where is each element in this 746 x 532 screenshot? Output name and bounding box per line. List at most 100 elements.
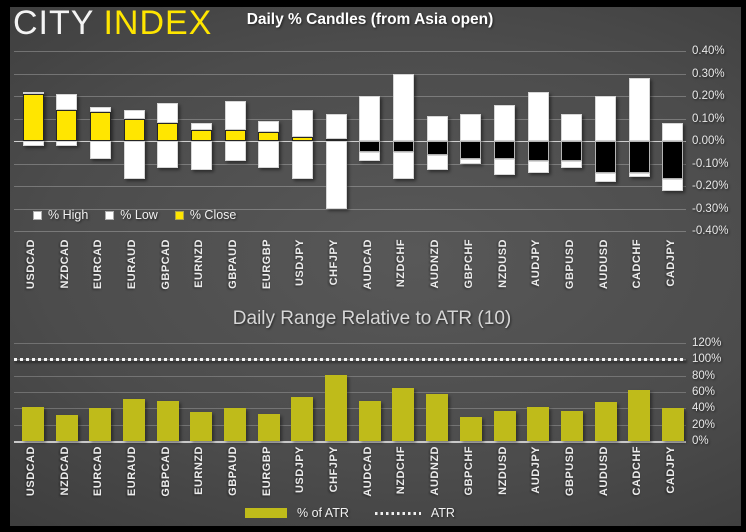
frame-border-left bbox=[0, 0, 10, 532]
y-axis-label: 0.20% bbox=[692, 90, 725, 102]
x-label-GBPUSD: GBPUSD bbox=[563, 446, 576, 497]
x-label-EURAUD: EURAUD bbox=[126, 446, 139, 497]
x-label-EURNZD: EURNZD bbox=[193, 446, 206, 495]
gridline bbox=[14, 408, 686, 410]
atr-bar-swatch bbox=[245, 508, 288, 518]
atr-bar-GBPCAD bbox=[156, 400, 179, 441]
y-axis-label: 80% bbox=[692, 369, 716, 382]
candle-high-USDJPY bbox=[291, 109, 313, 137]
atr-bar-GBPCHF bbox=[459, 416, 482, 441]
legend-label-low: % Low bbox=[120, 208, 158, 222]
legend-item-close: % Close bbox=[174, 208, 236, 222]
atr-bar-AUDUSD bbox=[594, 401, 617, 441]
candle-high-CADJPY bbox=[662, 123, 684, 141]
candle-close-GBPAUD bbox=[224, 129, 246, 141]
candle-close-AUDNZD bbox=[426, 141, 448, 155]
frame-border-right bbox=[741, 0, 746, 532]
atr-chart-legend: % of ATR ATR bbox=[14, 506, 686, 520]
atr-bar-USDJPY bbox=[291, 396, 314, 441]
candle-low-CADCHF bbox=[628, 172, 650, 177]
atr-bar-CADJPY bbox=[661, 407, 684, 441]
y-axis-label: 0.00% bbox=[692, 135, 725, 147]
legend-label-pct-of-atr: % of ATR bbox=[297, 506, 349, 520]
gridline bbox=[14, 51, 686, 52]
candle-close-GBPCHF bbox=[460, 141, 482, 159]
candle-high-NZDCAD bbox=[56, 93, 78, 110]
x-label-AUDCAD: AUDCAD bbox=[361, 446, 374, 497]
x-label-NZDCHF: NZDCHF bbox=[395, 446, 408, 495]
candle-high-GBPCAD bbox=[157, 102, 179, 123]
candle-low-AUDUSD bbox=[595, 172, 617, 182]
atr-bar-AUDJPY bbox=[527, 406, 550, 441]
frame-border-bottom bbox=[0, 526, 746, 532]
brand-logo-index: INDEX bbox=[103, 4, 213, 42]
close-swatch bbox=[174, 210, 184, 220]
candle-high-GBPAUD bbox=[224, 100, 246, 130]
gridline bbox=[14, 231, 686, 232]
candle-low-USDCAD bbox=[22, 141, 44, 146]
frame-border-top bbox=[0, 0, 746, 7]
gridline bbox=[14, 375, 686, 377]
x-label-EURGBP: EURGBP bbox=[260, 446, 273, 497]
candle-close-CADJPY bbox=[662, 141, 684, 180]
y-axis-label: -0.10% bbox=[692, 157, 729, 170]
x-label-AUDNZD: AUDNZD bbox=[429, 446, 442, 496]
candle-low-AUDNZD bbox=[426, 154, 448, 171]
gridline bbox=[14, 186, 686, 187]
x-label-CADCHF: CADCHF bbox=[631, 446, 644, 496]
candle-close-AUDJPY bbox=[527, 141, 549, 162]
gridline bbox=[14, 118, 686, 120]
candle-close-GBPCAD bbox=[157, 123, 179, 141]
legend-item-low: % Low bbox=[105, 208, 158, 222]
atr-bar-CADCHF bbox=[628, 390, 651, 441]
y-axis-label: 0.10% bbox=[692, 112, 725, 125]
candle-low-NZDCHF bbox=[392, 152, 414, 180]
y-axis-label: -0.30% bbox=[692, 202, 729, 215]
atr-bar-AUDCAD bbox=[358, 400, 381, 441]
x-label-GBPCAD: GBPCAD bbox=[159, 446, 172, 497]
candle-close-NZDUSD bbox=[494, 141, 516, 159]
candle-close-EURNZD bbox=[190, 129, 212, 141]
brand-logo-city: CITY bbox=[13, 4, 95, 42]
candle-close-USDCAD bbox=[22, 93, 44, 141]
x-label-NZDUSD: NZDUSD bbox=[496, 446, 509, 495]
gridline bbox=[14, 424, 686, 426]
candle-high-AUDCAD bbox=[359, 96, 381, 141]
candle-high-NZDUSD bbox=[494, 105, 516, 141]
candle-close-NZDCHF bbox=[392, 141, 414, 153]
gridline bbox=[14, 441, 686, 443]
candle-low-GBPCHF bbox=[460, 159, 482, 164]
candle-low-EURGBP bbox=[258, 141, 280, 168]
candle-chart-legend: % High % Low % Close bbox=[33, 208, 236, 222]
candle-close-EURAUD bbox=[123, 118, 145, 141]
candle-close-NZDCAD bbox=[56, 109, 78, 141]
x-label-CADJPY: CADJPY bbox=[664, 446, 677, 494]
y-axis-label: 0.40% bbox=[692, 45, 725, 57]
candle-close-EURCAD bbox=[89, 111, 111, 141]
x-label-GBPAUD: GBPAUD bbox=[227, 446, 240, 496]
candle-high-EURNZD bbox=[190, 123, 212, 130]
gridline bbox=[14, 163, 686, 165]
candle-low-GBPAUD bbox=[224, 141, 246, 162]
candle-close-CADCHF bbox=[628, 141, 650, 173]
atr-bar-CHFJPY bbox=[325, 374, 348, 441]
candle-low-AUDJPY bbox=[527, 161, 549, 173]
candle-close-GBPUSD bbox=[561, 141, 583, 162]
y-axis-label: 40% bbox=[692, 402, 716, 415]
candle-low-EURCAD bbox=[89, 141, 111, 159]
candle-low-GBPUSD bbox=[561, 161, 583, 168]
atr-bar-EURCAD bbox=[89, 408, 112, 441]
candle-close-USDJPY bbox=[291, 136, 313, 141]
candle-close-AUDCAD bbox=[359, 141, 381, 153]
candle-low-CADJPY bbox=[662, 179, 684, 191]
candle-low-EURNZD bbox=[190, 141, 212, 171]
candle-close-EURGBP bbox=[258, 132, 280, 141]
atr-bar-EURNZD bbox=[190, 412, 213, 441]
gridline bbox=[14, 343, 686, 345]
y-axis-label: 0% bbox=[692, 435, 709, 447]
candle-high-EURAUD bbox=[123, 109, 145, 119]
candle-low-NZDCAD bbox=[56, 141, 78, 146]
